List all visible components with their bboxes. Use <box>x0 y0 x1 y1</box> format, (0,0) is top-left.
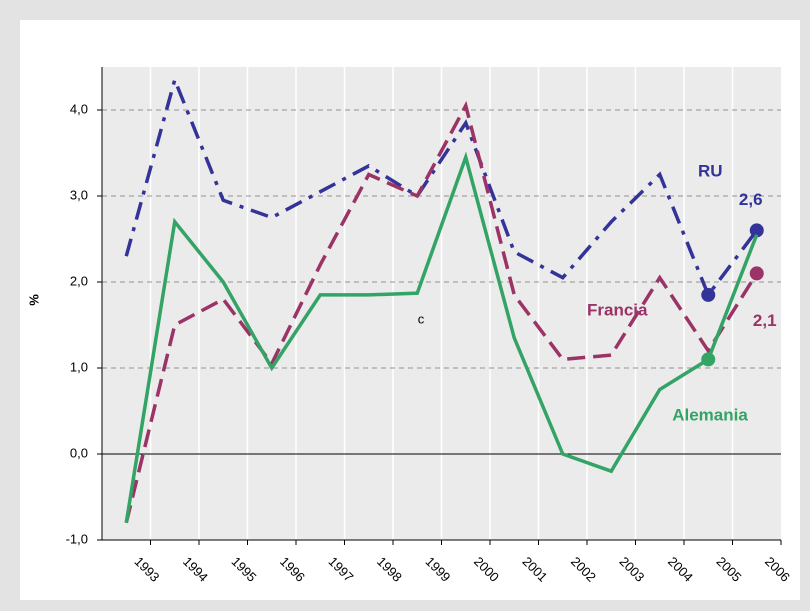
point-marker <box>701 287 716 302</box>
value-label: 2,1 <box>753 311 777 330</box>
series-line <box>124 151 759 524</box>
point-marker <box>749 266 764 281</box>
y-tick-label: -1,0 <box>66 531 88 546</box>
series-line <box>124 74 759 299</box>
y-tick-label: 0,0 <box>70 445 88 460</box>
value-label: 2,6 <box>739 190 763 209</box>
y-tick-label: 3,0 <box>70 187 88 202</box>
series-label: Francia <box>587 300 648 319</box>
annotation: c <box>418 311 425 326</box>
series-label: RU <box>698 161 723 180</box>
y-tick-label: 4,0 <box>70 101 88 116</box>
y-tick-label: 1,0 <box>70 359 88 374</box>
point-marker <box>701 352 716 367</box>
y-axis-label: % <box>26 294 41 306</box>
series-label: Alemania <box>672 405 748 424</box>
point-marker <box>749 223 764 238</box>
y-tick-label: 2,0 <box>70 273 88 288</box>
series-line <box>124 100 759 524</box>
